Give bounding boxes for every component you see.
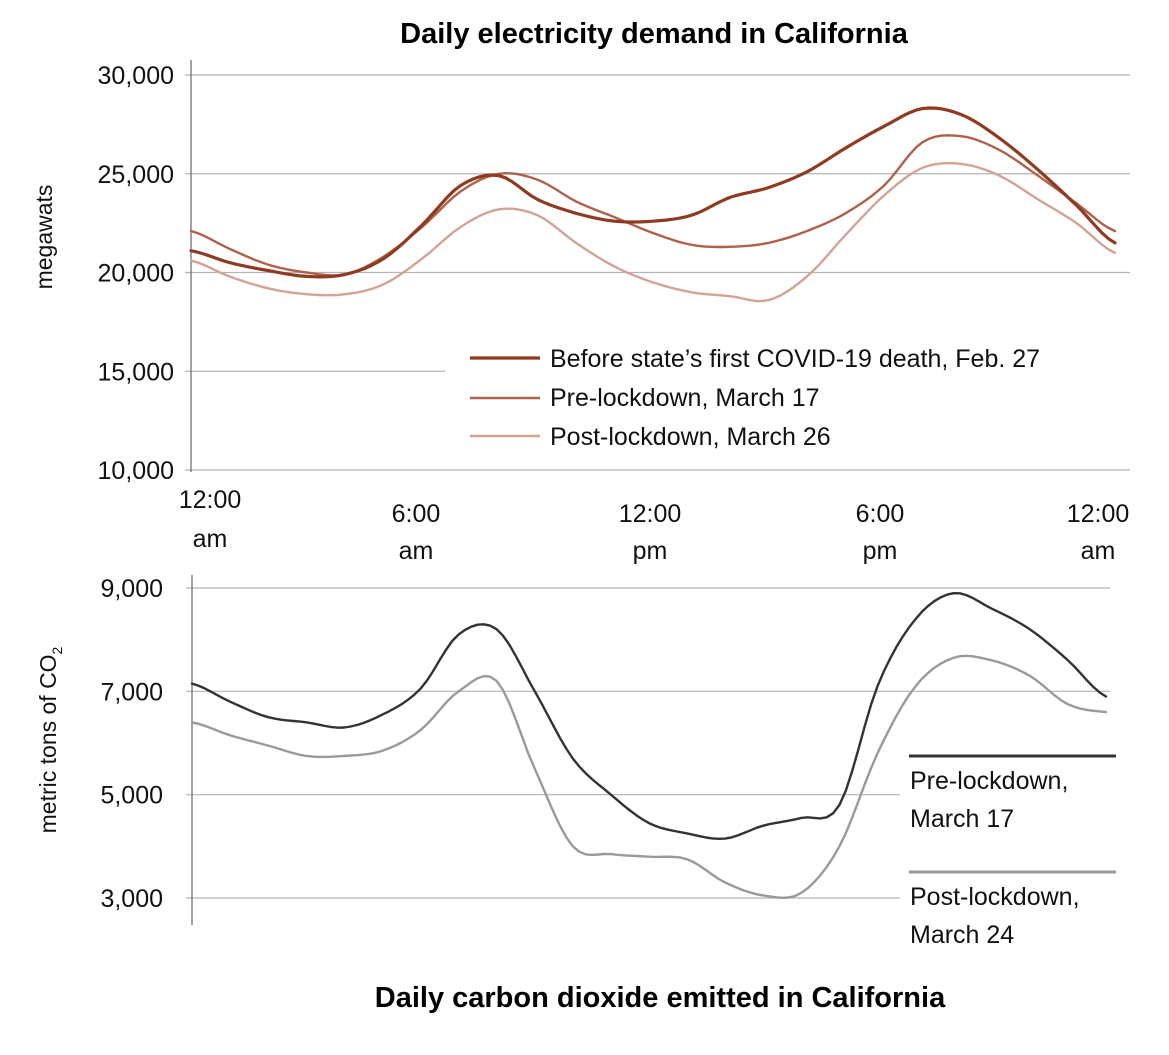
electricity-gridlines: [185, 74, 1130, 471]
electricity-y-tick-30000: 30,000: [98, 62, 174, 90]
electricity-x-tick-labels: 12:00 am 6:00 am 12:00 pm 6:00 pm 12:00 am: [179, 486, 1130, 565]
x-tick-4-period: am: [1081, 537, 1116, 565]
co2-y-axis-label: metric tons of CO2: [35, 646, 65, 833]
electricity-demand-chart: Daily electricity demand in California 3…: [31, 18, 1130, 565]
electricity-line-pre-lockdown-march-17: [189, 134, 1117, 277]
co2-y-tick-labels: 9,000 7,000 5,000 3,000: [100, 575, 163, 913]
electricity-y-tick-25000: 25,000: [98, 161, 174, 189]
x-tick-2-period: pm: [633, 537, 668, 565]
x-tick-3-period: pm: [863, 537, 898, 565]
legend-label-post-lockdown-line2: March 24: [910, 921, 1014, 949]
electricity-y-tick-20000: 20,000: [98, 260, 174, 288]
electricity-y-axis-label: megawats: [31, 185, 57, 290]
co2-y-axis-label-subscript: 2: [49, 646, 65, 654]
x-tick-2-time: 12:00: [619, 500, 682, 528]
co2-y-tick-3000: 3,000: [100, 885, 163, 913]
legend-label-post-lockdown-line1: Post-lockdown,: [910, 883, 1080, 911]
legend-label-march26: Post-lockdown, March 26: [550, 423, 831, 451]
electricity-series: [189, 106, 1117, 303]
co2-gridlines: [186, 587, 1110, 899]
co2-y-tick-5000: 5,000: [100, 782, 163, 810]
electricity-y-tick-10000: 10,000: [98, 457, 174, 485]
legend-label-feb27: Before state’s first COVID-19 death, Feb…: [550, 345, 1040, 373]
x-tick-3-time: 6:00: [856, 500, 905, 528]
legend-label-march17: Pre-lockdown, March 17: [550, 384, 820, 412]
electricity-legend: Before state’s first COVID-19 death, Feb…: [470, 345, 1040, 451]
co2-series: [190, 592, 1108, 899]
co2-y-tick-7000: 7,000: [100, 678, 163, 706]
co2-legend: Pre-lockdown, March 17 Post-lockdown, Ma…: [909, 754, 1116, 949]
x-tick-0-period: am: [193, 525, 228, 553]
legend-label-pre-lockdown-line1: Pre-lockdown,: [910, 767, 1068, 795]
electricity-y-tick-15000: 15,000: [98, 358, 174, 386]
x-tick-1-time: 6:00: [392, 500, 441, 528]
x-tick-1-period: am: [399, 537, 434, 565]
electricity-chart-title: Daily electricity demand in California: [400, 18, 909, 50]
x-tick-0-time: 12:00: [179, 486, 242, 514]
x-tick-4-time: 12:00: [1067, 500, 1130, 528]
co2-y-axis-label-main: metric tons of CO: [35, 654, 61, 833]
co2-y-tick-9000: 9,000: [100, 575, 163, 603]
electricity-line-post-lockdown-march-26: [189, 161, 1117, 303]
electricity-y-tick-labels: 30,000 25,000 20,000 15,000 10,000: [98, 62, 174, 485]
electricity-line-before-state-s-first-covid-19-death-feb-27: [189, 106, 1117, 279]
co2-line-pre-lockdown-march-17: [190, 592, 1108, 840]
co2-chart-title: Daily carbon dioxide emitted in Californ…: [375, 982, 946, 1014]
co2-line-post-lockdown-march-24: [190, 654, 1108, 899]
legend-label-pre-lockdown-line2: March 17: [910, 805, 1014, 833]
